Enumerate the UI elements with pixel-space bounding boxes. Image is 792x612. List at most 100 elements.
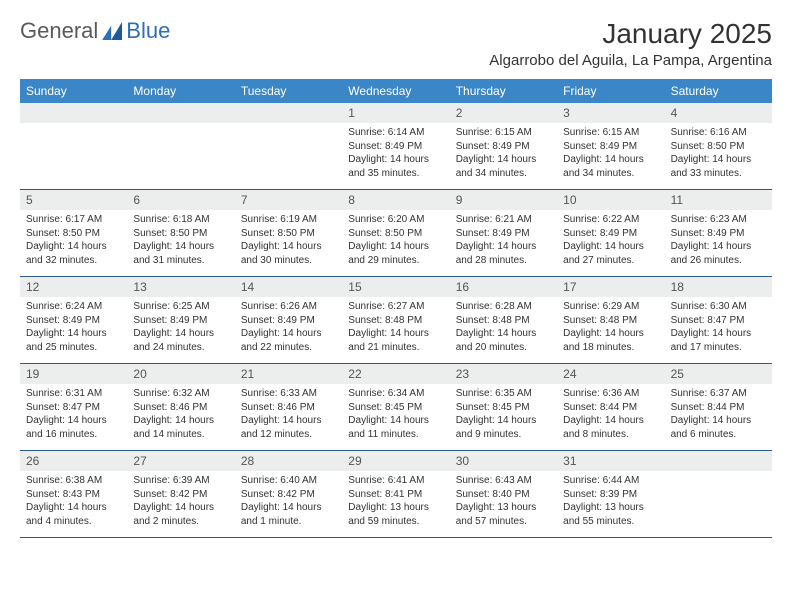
sunrise-text: Sunrise: 6:19 AM <box>241 213 336 227</box>
sunset-text: Sunset: 8:49 PM <box>563 140 658 154</box>
daylight-text: Daylight: 14 hours and 8 minutes. <box>563 414 658 441</box>
day-cell: 2Sunrise: 6:15 AMSunset: 8:49 PMDaylight… <box>450 103 557 189</box>
daylight-text: Daylight: 14 hours and 16 minutes. <box>26 414 121 441</box>
daylight-text: Daylight: 14 hours and 14 minutes. <box>133 414 228 441</box>
daylight-text: Daylight: 14 hours and 34 minutes. <box>456 153 551 180</box>
sunrise-text: Sunrise: 6:38 AM <box>26 474 121 488</box>
day-body: Sunrise: 6:39 AMSunset: 8:42 PMDaylight:… <box>127 471 234 532</box>
day-cell: 23Sunrise: 6:35 AMSunset: 8:45 PMDayligh… <box>450 364 557 450</box>
day-number: 14 <box>235 277 342 297</box>
day-body: Sunrise: 6:16 AMSunset: 8:50 PMDaylight:… <box>665 123 772 184</box>
day-cell: 28 Sunrise: 6:40 AMSunset: 8:42 PMDayligh… <box>235 451 342 537</box>
day-cell <box>127 103 234 189</box>
sunrise-text: Sunrise: 6:37 AM <box>671 387 766 401</box>
day-body: Sunrise: 6:44 AMSunset: 8:39 PMDaylight:… <box>557 471 664 532</box>
sunrise-text: Sunrise: 6:43 AM <box>456 474 551 488</box>
sunset-text: Sunset: 8:48 PM <box>563 314 658 328</box>
daylight-text: Daylight: 14 hours and 30 minutes. <box>241 240 336 267</box>
day-cell: 21Sunrise: 6:33 AMSunset: 8:46 PMDayligh… <box>235 364 342 450</box>
day-cell: 20Sunrise: 6:32 AMSunset: 8:46 PMDayligh… <box>127 364 234 450</box>
sunrise-text: Sunrise: 6:39 AM <box>133 474 228 488</box>
day-number <box>665 451 772 471</box>
sunrise-text: Sunrise: 6:41 AM <box>348 474 443 488</box>
day-number <box>20 103 127 123</box>
sunrise-text: Sunrise: 6:30 AM <box>671 300 766 314</box>
sunrise-text: Sunrise: 6:35 AM <box>456 387 551 401</box>
week-row: 12Sunrise: 6:24 AMSunset: 8:49 PMDayligh… <box>20 277 772 364</box>
day-body: Sunrise: 6:35 AMSunset: 8:45 PMDaylight:… <box>450 384 557 445</box>
dow-friday: Friday <box>557 79 664 103</box>
day-cell: 11Sunrise: 6:23 AMSunset: 8:49 PMDayligh… <box>665 190 772 276</box>
daylight-text: Daylight: 13 hours and 55 minutes. <box>563 501 658 528</box>
day-number: 20 <box>127 364 234 384</box>
day-cell: 13Sunrise: 6:25 AMSunset: 8:49 PMDayligh… <box>127 277 234 363</box>
daylight-text: Daylight: 14 hours and 29 minutes. <box>348 240 443 267</box>
day-body: Sunrise: 6:31 AMSunset: 8:47 PMDaylight:… <box>20 384 127 445</box>
day-body: Sunrise: 6:19 AMSunset: 8:50 PMDaylight:… <box>235 210 342 271</box>
sunrise-text: Sunrise: 6:23 AM <box>671 213 766 227</box>
sunset-text: Sunset: 8:42 PM <box>241 488 336 502</box>
day-cell: 18Sunrise: 6:30 AMSunset: 8:47 PMDayligh… <box>665 277 772 363</box>
day-number: 21 <box>235 364 342 384</box>
day-number: 16 <box>450 277 557 297</box>
sunset-text: Sunset: 8:49 PM <box>563 227 658 241</box>
day-cell: 29Sunrise: 6:41 AMSunset: 8:41 PMDayligh… <box>342 451 449 537</box>
day-cell: 3Sunrise: 6:15 AMSunset: 8:49 PMDaylight… <box>557 103 664 189</box>
sunrise-text: Sunrise: 6:32 AM <box>133 387 228 401</box>
dow-wednesday: Wednesday <box>342 79 449 103</box>
sunset-text: Sunset: 8:49 PM <box>241 314 336 328</box>
sunset-text: Sunset: 8:50 PM <box>671 140 766 154</box>
sunset-text: Sunset: 8:48 PM <box>456 314 551 328</box>
day-of-week-row: Sunday Monday Tuesday Wednesday Thursday… <box>20 79 772 103</box>
day-cell <box>20 103 127 189</box>
sunrise-text: Sunrise: 6:15 AM <box>456 126 551 140</box>
day-body: Sunrise: 6:33 AMSunset: 8:46 PMDaylight:… <box>235 384 342 445</box>
day-number: 19 <box>20 364 127 384</box>
day-body: Sunrise: 6:28 AMSunset: 8:48 PMDaylight:… <box>450 297 557 358</box>
day-number: 25 <box>665 364 772 384</box>
day-body: Sunrise: 6:27 AMSunset: 8:48 PMDaylight:… <box>342 297 449 358</box>
daylight-text: Daylight: 14 hours and 20 minutes. <box>456 327 551 354</box>
day-body: Sunrise: 6:25 AMSunset: 8:49 PMDaylight:… <box>127 297 234 358</box>
day-number: 23 <box>450 364 557 384</box>
sunrise-text: Sunrise: 6:34 AM <box>348 387 443 401</box>
day-cell: 19Sunrise: 6:31 AMSunset: 8:47 PMDayligh… <box>20 364 127 450</box>
day-number: 30 <box>450 451 557 471</box>
sunset-text: Sunset: 8:47 PM <box>671 314 766 328</box>
sunrise-text: Sunrise: 6:29 AM <box>563 300 658 314</box>
sunset-text: Sunset: 8:49 PM <box>348 140 443 154</box>
sunset-text: Sunset: 8:45 PM <box>348 401 443 415</box>
daylight-text: Daylight: 14 hours and 12 minutes. <box>241 414 336 441</box>
day-cell: 9Sunrise: 6:21 AMSunset: 8:49 PMDaylight… <box>450 190 557 276</box>
daylight-text: Daylight: 13 hours and 59 minutes. <box>348 501 443 528</box>
day-number: 12 <box>20 277 127 297</box>
day-cell: 4Sunrise: 6:16 AMSunset: 8:50 PMDaylight… <box>665 103 772 189</box>
sunrise-text: Sunrise: 6:40 AM <box>241 474 336 488</box>
day-number: 17 <box>557 277 664 297</box>
sunrise-text: Sunrise: 6:22 AM <box>563 213 658 227</box>
day-number: 28 <box>235 451 342 471</box>
day-number: 9 <box>450 190 557 210</box>
week-row: 19Sunrise: 6:31 AMSunset: 8:47 PMDayligh… <box>20 364 772 451</box>
day-cell: 16Sunrise: 6:28 AMSunset: 8:48 PMDayligh… <box>450 277 557 363</box>
daylight-text: Daylight: 14 hours and 1 minute. <box>241 501 336 528</box>
day-cell: 5Sunrise: 6:17 AMSunset: 8:50 PMDaylight… <box>20 190 127 276</box>
sunrise-text: Sunrise: 6:16 AM <box>671 126 766 140</box>
day-body: Sunrise: 6:30 AMSunset: 8:47 PMDaylight:… <box>665 297 772 358</box>
daylight-text: Daylight: 14 hours and 17 minutes. <box>671 327 766 354</box>
dow-sunday: Sunday <box>20 79 127 103</box>
day-number: 6 <box>127 190 234 210</box>
sunrise-text: Sunrise: 6:28 AM <box>456 300 551 314</box>
day-number: 27 <box>127 451 234 471</box>
daylight-text: Daylight: 14 hours and 11 minutes. <box>348 414 443 441</box>
sunrise-text: Sunrise: 6:27 AM <box>348 300 443 314</box>
sunrise-text: Sunrise: 6:26 AM <box>241 300 336 314</box>
day-cell: 12Sunrise: 6:24 AMSunset: 8:49 PMDayligh… <box>20 277 127 363</box>
sunset-text: Sunset: 8:40 PM <box>456 488 551 502</box>
day-cell: 26Sunrise: 6:38 AMSunset: 8:43 PMDayligh… <box>20 451 127 537</box>
daylight-text: Daylight: 14 hours and 9 minutes. <box>456 414 551 441</box>
day-body <box>665 471 772 531</box>
daylight-text: Daylight: 14 hours and 33 minutes. <box>671 153 766 180</box>
sunrise-text: Sunrise: 6:14 AM <box>348 126 443 140</box>
day-number: 15 <box>342 277 449 297</box>
